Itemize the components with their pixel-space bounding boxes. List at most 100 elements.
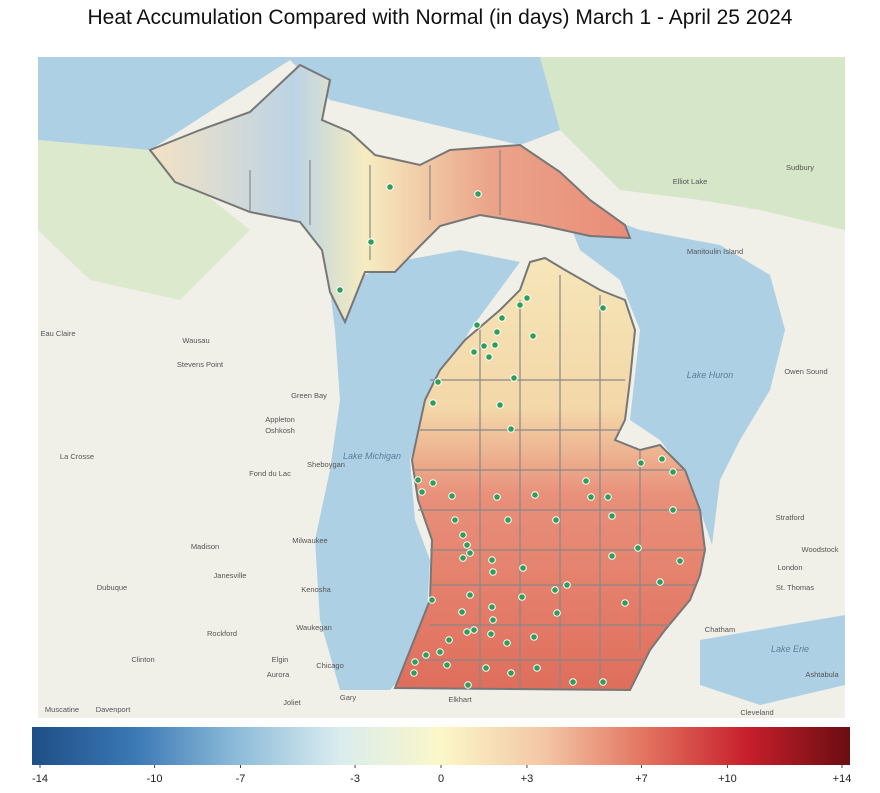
station — [489, 568, 497, 576]
station — [410, 669, 418, 677]
place-label: Davenport — [96, 705, 132, 714]
place-label: Clinton — [131, 655, 154, 664]
station — [608, 512, 616, 520]
place-label: Sudbury — [786, 163, 814, 172]
station — [474, 190, 482, 198]
place-label: Green Bay — [291, 391, 327, 400]
station — [621, 599, 629, 607]
station — [563, 581, 571, 589]
place-label: Dubuque — [97, 583, 127, 592]
place-label: Stevens Point — [177, 360, 224, 369]
station — [451, 516, 459, 524]
station — [669, 468, 677, 476]
station — [569, 678, 577, 686]
station — [489, 616, 497, 624]
place-label: Manitoulin Island — [687, 247, 743, 256]
station — [418, 488, 426, 496]
station — [434, 378, 442, 386]
station — [470, 348, 478, 356]
station — [464, 681, 472, 689]
station — [604, 493, 612, 501]
station — [445, 636, 453, 644]
station — [443, 661, 451, 669]
station — [676, 557, 684, 565]
station — [531, 491, 539, 499]
forest — [38, 140, 250, 300]
colorbar-tick-label: +10 — [718, 773, 737, 785]
station — [507, 425, 515, 433]
station — [658, 455, 666, 463]
station — [488, 603, 496, 611]
place-label: Appleton — [265, 415, 295, 424]
colorbar-tick-label: 0 — [438, 773, 444, 785]
place-label: Elgin — [272, 655, 289, 664]
place-label: Woodstock — [802, 545, 839, 554]
station — [463, 541, 471, 549]
place-label: Wausau — [182, 336, 209, 345]
station — [485, 353, 493, 361]
colorbar-tick-label: +14 — [833, 773, 852, 785]
station — [529, 332, 537, 340]
station — [429, 479, 437, 487]
colorbar-tick-label: -10 — [147, 773, 163, 785]
place-label: Fond du Lac — [249, 469, 291, 478]
station — [518, 593, 526, 601]
place-label: Kenosha — [301, 585, 331, 594]
station — [411, 658, 419, 666]
station — [367, 238, 375, 246]
place-label: London — [777, 563, 802, 572]
station — [386, 183, 394, 191]
place-label: Muscatine — [45, 705, 79, 714]
station — [510, 374, 518, 382]
station — [496, 401, 504, 409]
station — [487, 630, 495, 638]
station — [491, 341, 499, 349]
station — [448, 492, 456, 500]
station — [493, 328, 501, 336]
station — [503, 639, 511, 647]
station — [599, 304, 607, 312]
lake-superior — [38, 57, 560, 150]
station — [459, 554, 467, 562]
station — [504, 516, 512, 524]
canada-forest — [540, 57, 845, 230]
place-label: Joliet — [283, 698, 301, 707]
station — [637, 459, 645, 467]
place-labels: Lake Michigan Lake Huron Lake Erie Madison M… — [40, 163, 839, 717]
lower-peninsula — [393, 256, 707, 692]
stations — [336, 183, 684, 689]
station — [429, 399, 437, 407]
station — [488, 556, 496, 564]
title: Heat Accumulation Compared with Normal (… — [88, 6, 793, 29]
place-label: Ashtabula — [805, 670, 839, 679]
station — [507, 669, 515, 677]
place-label: Milwaukee — [292, 536, 327, 545]
station — [530, 633, 538, 641]
station — [519, 564, 527, 572]
station — [587, 493, 595, 501]
colorbar-tick-label: +3 — [521, 773, 534, 785]
station — [533, 664, 541, 672]
place-label: Chicago — [316, 661, 344, 670]
station — [466, 591, 474, 599]
station — [463, 628, 471, 636]
place-label: Sheboygan — [307, 460, 345, 469]
station — [553, 609, 561, 617]
map: Lake Michigan Lake Huron Lake Erie Madison M… — [38, 57, 845, 718]
station — [669, 506, 677, 514]
colorbar: -14 -10 -7 -3 0 +3 +7 +10 +14 — [32, 727, 851, 785]
lake-label: Lake Huron — [687, 370, 734, 380]
station — [552, 516, 560, 524]
colorbar-tick-label: +7 — [635, 773, 648, 785]
place-label: Rockford — [207, 629, 237, 638]
station — [599, 678, 607, 686]
lake-erie — [700, 615, 845, 705]
place-label: Oshkosh — [265, 426, 295, 435]
station — [473, 321, 481, 329]
lake-label: Lake Erie — [771, 644, 809, 654]
place-label: Chatham — [705, 625, 735, 634]
place-label: Janesville — [214, 571, 247, 580]
place-label: Waukegan — [296, 623, 332, 632]
station — [656, 578, 664, 586]
station — [482, 664, 490, 672]
